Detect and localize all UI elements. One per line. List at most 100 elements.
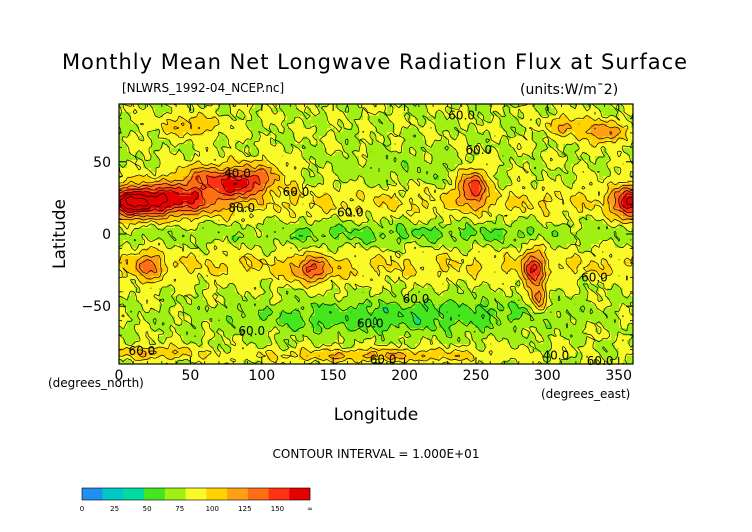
field-cell	[259, 212, 264, 217]
field-cell	[627, 112, 632, 117]
field-cell	[343, 160, 348, 165]
field-cell	[271, 124, 276, 129]
field-cell	[503, 132, 508, 137]
field-cell	[327, 148, 332, 153]
field-cell	[275, 152, 280, 157]
field-cell	[299, 224, 304, 229]
field-cell	[499, 104, 504, 109]
field-cell	[163, 140, 168, 145]
field-cell	[211, 120, 216, 125]
field-cell	[251, 236, 256, 241]
field-cell	[415, 104, 420, 109]
field-cell	[379, 172, 384, 177]
field-cell	[187, 120, 192, 125]
field-cell	[371, 128, 376, 133]
field-cell	[499, 112, 504, 117]
field-cell	[547, 204, 552, 209]
field-cell	[235, 232, 240, 237]
field-cell	[607, 164, 612, 169]
field-cell	[459, 148, 464, 153]
field-cell	[627, 132, 632, 137]
field-cell	[551, 220, 556, 225]
field-cell	[227, 160, 232, 165]
field-cell	[515, 132, 520, 137]
field-cell	[487, 112, 492, 117]
field-cell	[491, 156, 496, 161]
field-cell	[139, 112, 144, 117]
field-cell	[255, 236, 260, 241]
field-cell	[327, 176, 332, 181]
field-cell	[471, 208, 476, 213]
field-cell	[503, 116, 508, 121]
field-cell	[355, 116, 360, 121]
field-cell	[559, 228, 564, 233]
field-cell	[215, 216, 220, 221]
field-cell	[183, 136, 188, 141]
field-cell	[571, 140, 576, 145]
field-cell	[567, 212, 572, 217]
field-cell	[403, 124, 408, 129]
field-cell	[395, 212, 400, 217]
field-cell	[391, 116, 396, 121]
field-cell	[255, 140, 260, 145]
field-cell	[583, 140, 588, 145]
field-cell	[455, 112, 460, 117]
field-cell	[583, 224, 588, 229]
field-cell	[431, 160, 436, 165]
field-cell	[487, 124, 492, 129]
field-cell	[611, 148, 616, 153]
field-cell	[271, 136, 276, 141]
field-cell	[395, 140, 400, 145]
field-cell	[143, 152, 148, 157]
field-cell	[155, 116, 160, 121]
field-cell	[199, 108, 204, 113]
field-cell	[543, 152, 548, 157]
field-cell	[319, 104, 324, 109]
field-cell	[223, 156, 228, 161]
field-cell	[371, 132, 376, 137]
field-cell	[167, 120, 172, 125]
field-cell	[407, 248, 412, 253]
field-cell	[431, 152, 436, 157]
field-cell	[387, 244, 392, 249]
field-cell	[279, 156, 284, 161]
field-cell	[551, 144, 556, 149]
field-cell	[595, 136, 600, 141]
field-cell	[171, 160, 176, 165]
field-cell	[247, 168, 252, 173]
field-cell	[447, 148, 452, 153]
field-cell	[175, 124, 180, 129]
field-cell	[523, 132, 528, 137]
field-cell	[587, 236, 592, 241]
field-cell	[503, 128, 508, 133]
field-cell	[423, 128, 428, 133]
field-cell	[395, 120, 400, 125]
field-cell	[619, 128, 624, 133]
field-cell	[423, 132, 428, 137]
field-cell	[247, 216, 252, 221]
field-cell	[131, 132, 136, 137]
field-cell	[175, 164, 180, 169]
field-cell	[403, 128, 408, 133]
field-cell	[427, 252, 432, 257]
field-cell	[151, 144, 156, 149]
field-cell	[403, 108, 408, 113]
field-cell	[567, 112, 572, 117]
field-cell	[499, 236, 504, 241]
field-cell	[199, 144, 204, 149]
field-cell	[523, 116, 528, 121]
field-cell	[335, 168, 340, 173]
field-cell	[131, 136, 136, 141]
field-cell	[267, 108, 272, 113]
field-cell	[171, 104, 176, 109]
field-cell	[263, 156, 268, 161]
field-cell	[483, 164, 488, 169]
field-cell	[307, 228, 312, 233]
field-cell	[587, 232, 592, 237]
field-cell	[251, 132, 256, 137]
field-cell	[571, 228, 576, 233]
field-cell	[607, 120, 612, 125]
field-cell	[311, 164, 316, 169]
field-cell	[239, 152, 244, 157]
field-cell	[611, 208, 616, 213]
